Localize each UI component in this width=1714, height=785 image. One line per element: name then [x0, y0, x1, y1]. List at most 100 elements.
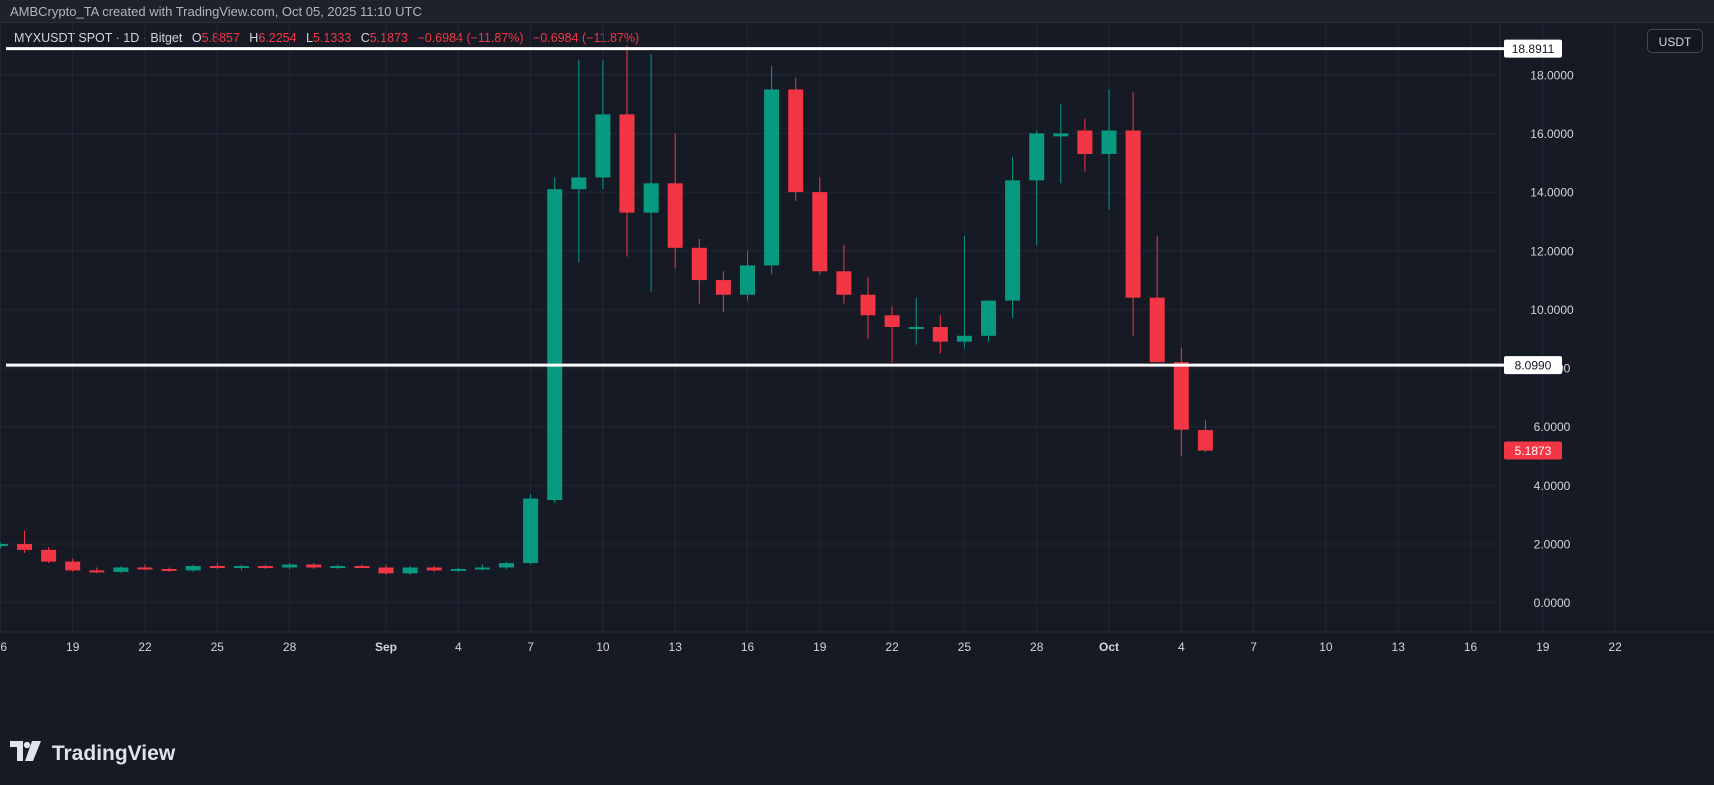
level-tag-bg [1504, 356, 1562, 375]
time-tick-label: 16 [0, 640, 7, 654]
time-tick-label: 10 [1319, 640, 1333, 654]
candle-down [812, 177, 828, 275]
candle-down [258, 564, 273, 569]
candle-up [233, 564, 249, 571]
candle-body [1053, 133, 1069, 137]
candle-up [282, 563, 298, 569]
candle-body [330, 566, 346, 569]
candle-down [860, 277, 876, 339]
time-tick-label: Sep [375, 640, 397, 654]
level-tag-label: 8.0990 [1515, 359, 1552, 373]
candle-body [643, 183, 659, 213]
candle-down [932, 315, 948, 354]
attribution-bar: AMBCrypto_TA created with TradingView.co… [0, 0, 1714, 23]
candle-down [884, 306, 900, 363]
candle-body [426, 567, 442, 571]
candle-down [788, 77, 804, 201]
candle-down [378, 564, 394, 575]
time-tick-label: Oct [1099, 640, 1119, 654]
candle-up [0, 542, 8, 549]
candle-up [1005, 156, 1021, 319]
candle-down [667, 133, 683, 269]
candle-body [65, 561, 81, 571]
level-price-tag: 8.0990 [1504, 356, 1562, 375]
candle-up [1053, 104, 1069, 184]
level-tag-label: 18.8911 [1512, 42, 1555, 56]
time-tick-label: 28 [283, 640, 297, 654]
time-tick-label: 7 [1250, 640, 1257, 654]
candle-body [595, 114, 611, 178]
candle-up [1029, 130, 1045, 245]
candle-body [981, 300, 996, 336]
candle-body [571, 177, 587, 190]
time-tick-label: 25 [958, 640, 972, 654]
candle-body [667, 183, 683, 248]
candle-down [17, 530, 32, 553]
candle-body [740, 265, 755, 295]
candle-body [258, 566, 273, 569]
price-tick-label: 4.0000 [1534, 479, 1571, 493]
high-label: H [249, 31, 259, 45]
candle-body [137, 567, 153, 570]
candle-down [426, 566, 442, 572]
candle-body [812, 192, 828, 272]
candle-body [161, 568, 177, 571]
candle-body [547, 189, 563, 501]
candle-up [643, 54, 659, 292]
symbol-label[interactable]: MYXUSDT SPOT · 1D · Bitget [14, 31, 183, 45]
price-tick-label: 12.0000 [1530, 244, 1574, 258]
high-value: 6.2254 [258, 31, 297, 45]
open-value: 5.8857 [201, 31, 240, 45]
brand-name: TradingView [51, 742, 176, 765]
candle-body [113, 567, 129, 572]
last-price-label: 5.1873 [1515, 444, 1552, 458]
currency-button[interactable]: USDT [1647, 29, 1703, 53]
candle-body [788, 89, 804, 193]
price-tick-label: 6.0000 [1534, 420, 1571, 434]
time-tick-label: 16 [1464, 640, 1478, 654]
candle-body [306, 564, 322, 568]
candle-body [764, 89, 780, 266]
candle-up [981, 300, 996, 342]
price-tick-label: 14.0000 [1530, 186, 1574, 200]
candle-body [1173, 362, 1189, 430]
candle-up [402, 566, 418, 575]
time-tick-label: 19 [813, 640, 827, 654]
candle-body [1077, 130, 1093, 154]
candle-up [330, 564, 346, 569]
close-label: C [360, 31, 370, 45]
open-label: O [191, 31, 202, 45]
candle-down [1077, 118, 1093, 172]
time-tick-label: 4 [1178, 640, 1185, 654]
candle-down [137, 564, 153, 571]
candle-up [547, 177, 563, 503]
candle-up [474, 564, 490, 571]
price-tick-label: 18.0000 [1530, 68, 1574, 82]
candle-body [1029, 133, 1045, 181]
candle-down [41, 546, 57, 564]
change-value: −0.6984 (−11.87%) [417, 31, 524, 45]
candle-body [908, 327, 924, 329]
candle-body [499, 563, 514, 568]
candle-body [1005, 180, 1021, 301]
candle-body [450, 568, 466, 571]
candle-down [836, 244, 852, 304]
candle-body [0, 544, 8, 547]
candle-down [161, 567, 177, 572]
tradingview-brand: TradingView [10, 741, 175, 767]
time-tick-label: 22 [885, 640, 899, 654]
level-tag-bg [1504, 39, 1562, 58]
candle-down [1149, 236, 1165, 363]
candle-up [499, 561, 514, 569]
candle-down [691, 239, 707, 304]
candlestick-chart[interactable]: 18.000016.000014.000012.000010.00008.000… [0, 22, 1714, 722]
candle-body [956, 335, 972, 342]
candle-down [1197, 420, 1213, 453]
candle-body [378, 567, 394, 574]
level-price-tag: 18.8911 [1504, 39, 1562, 58]
change-value-repeat: −0.6984 (−11.87%) [533, 31, 640, 45]
candle-up [908, 297, 924, 345]
candle-body [209, 566, 225, 569]
ohlc-legend: MYXUSDT SPOT · 1D · Bitget O5.8857 H6.22… [14, 31, 639, 45]
last-price-tag: 5.1873 [1504, 441, 1562, 460]
